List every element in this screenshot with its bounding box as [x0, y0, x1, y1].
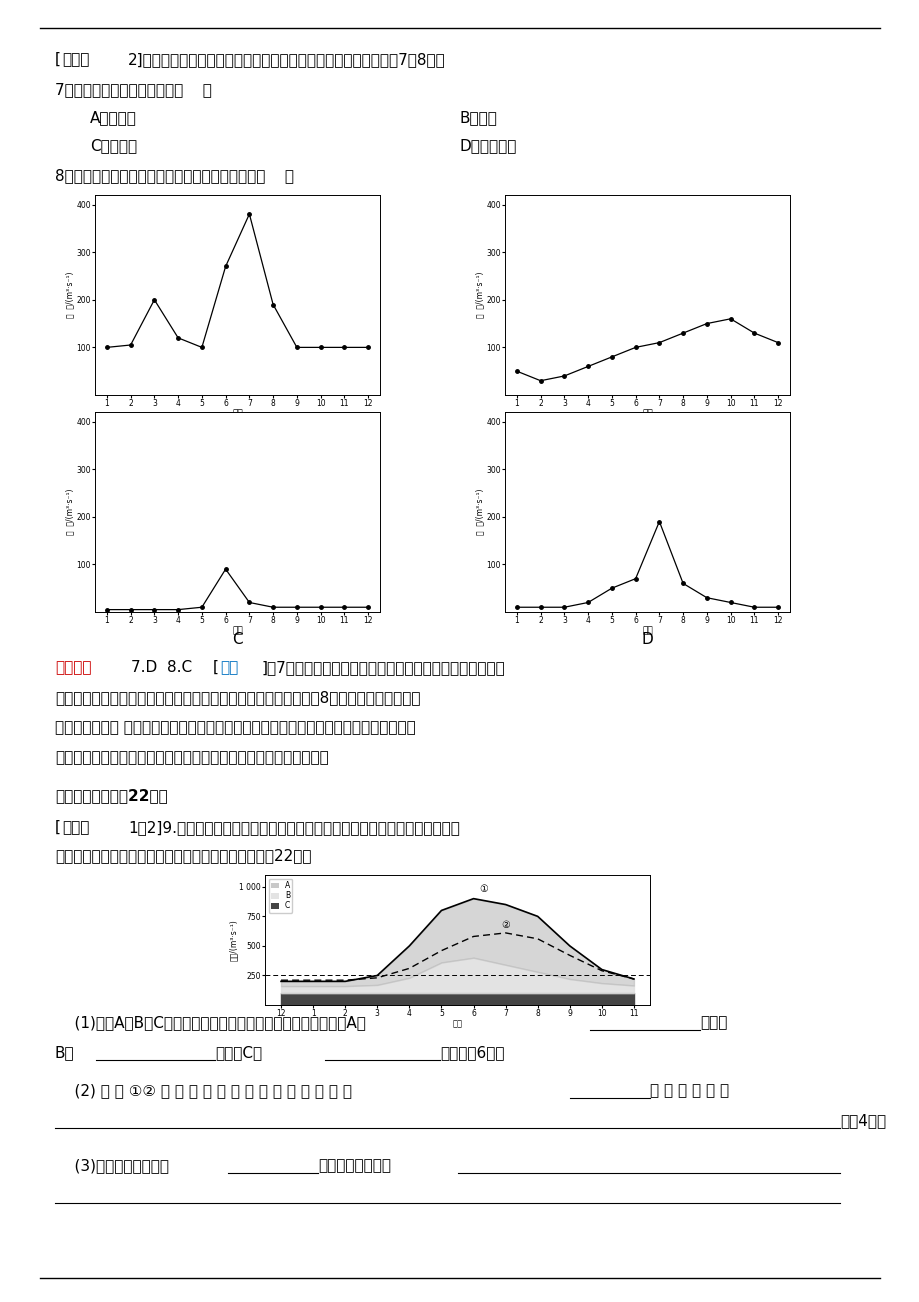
X-axis label: 月份: 月份 [641, 410, 652, 418]
Text: 为主要补给水源 冰雪融水的多少与气温密切相关，冬季气温低，冰雪很难融化，河流径流: 为主要补给水源 冰雪融水的多少与气温密切相关，冬季气温低，冰雪很难融化，河流径流 [55, 720, 415, 736]
X-axis label: 月份: 月份 [232, 626, 243, 635]
Y-axis label: 流  量/(m³·s⁻¹): 流 量/(m³·s⁻¹) [66, 488, 74, 535]
Text: 的该河两条全年流量曲线图。读图，完成下列问题。（22分）: 的该河两条全年流量曲线图。读图，完成下列问题。（22分） [55, 848, 312, 863]
Y-axis label: 流  量/(m³·s⁻¹): 流 量/(m³·s⁻¹) [66, 272, 74, 318]
Text: 7．和田河的主要补给形式是（    ）: 7．和田河的主要补给形式是（ ） [55, 82, 211, 98]
Text: 知识点: 知识点 [62, 52, 89, 66]
Text: C: C [232, 631, 242, 647]
Text: ①: ① [478, 884, 487, 894]
Text: A: A [232, 415, 242, 430]
Text: (3)这条河流位于我国: (3)这条河流位于我国 [55, 1157, 169, 1173]
Text: 知识点: 知识点 [62, 820, 89, 835]
Text: 解析: 解析 [220, 660, 238, 674]
Text: D: D [641, 631, 652, 647]
Text: B: B [641, 415, 652, 430]
Text: 补给，: 补给， [699, 1016, 727, 1030]
Text: 8．下面四幅图中，与和田河径流变化最相近的是（    ）: 8．下面四幅图中，与和田河径流变化最相近的是（ ） [55, 168, 294, 184]
Text: 补给，C是: 补给，C是 [215, 1046, 262, 1060]
Legend: A, B, C: A, B, C [268, 879, 292, 913]
Text: 量很小，甚至断流；夏季气温高，冰雪融水量大，河流径流量较大。: 量很小，甚至断流；夏季气温高，冰雪融水量大，河流径流量较大。 [55, 750, 328, 766]
Text: [: [ [55, 820, 61, 835]
Text: 1、2]9.下图为我国东部某地区的一个水电站大坝下游某水文站在修坝前后测得: 1、2]9.下图为我国东部某地区的一个水电站大坝下游某水文站在修坝前后测得 [128, 820, 460, 835]
Text: A．湖泊水: A．湖泊水 [90, 109, 137, 125]
Text: 2]和田河发源于昆仑山脉北麓，流入塔克拉玛干沙漠。据此完成第7～8题。: 2]和田河发源于昆仑山脉北麓，流入塔克拉玛干沙漠。据此完成第7～8题。 [128, 52, 446, 66]
Text: 地区，判断理由是: 地区，判断理由是 [318, 1157, 391, 1173]
Text: C．地下水: C．地下水 [90, 138, 137, 154]
X-axis label: 月份: 月份 [232, 410, 243, 418]
Text: 【答案】: 【答案】 [55, 660, 91, 674]
Text: B．降水: B．降水 [460, 109, 497, 125]
Y-axis label: 流  量/(m³·s⁻¹): 流 量/(m³·s⁻¹) [475, 488, 484, 535]
Text: (1)图中A、B、C是这条河流的三种水源补给形式，据图判断：A是: (1)图中A、B、C是这条河流的三种水源补给形式，据图判断：A是 [55, 1016, 366, 1030]
Text: ， 判 断 理 由 是: ， 判 断 理 由 是 [650, 1083, 729, 1098]
Text: B是: B是 [55, 1046, 74, 1060]
X-axis label: 月份: 月份 [641, 626, 652, 635]
Text: 。（4分）: 。（4分） [839, 1113, 885, 1128]
Text: D．冰雪融水: D．冰雪融水 [460, 138, 516, 154]
Text: [: [ [55, 52, 61, 66]
Text: ]第7题，结合材料可知，和田河位于我国西北内陆地区，流: ]第7题，结合材料可知，和田河位于我国西北内陆地区，流 [262, 660, 505, 674]
Text: 二、非选择题（共22分）: 二、非选择题（共22分） [55, 788, 167, 803]
Text: 7.D  8.C: 7.D 8.C [130, 660, 201, 674]
Y-axis label: 流  量/(m³·s⁻¹): 流 量/(m³·s⁻¹) [475, 272, 484, 318]
Text: 域内降水稀少，该河流的水源主要来自昆仑山的高山冰雪融水。第8题，和田河以冰雪融水: 域内降水稀少，该河流的水源主要来自昆仑山的高山冰雪融水。第8题，和田河以冰雪融水 [55, 690, 420, 704]
Text: (2) 图 中 ①② 两 条 曲 线 ， 在 修 坝 前 测 到 是 曲 线: (2) 图 中 ①② 两 条 曲 线 ， 在 修 坝 前 测 到 是 曲 线 [55, 1083, 352, 1098]
Text: 补给。（6分）: 补给。（6分） [439, 1046, 504, 1060]
Text: ②: ② [501, 921, 509, 930]
X-axis label: 月份: 月份 [452, 1019, 462, 1029]
Y-axis label: 流量/(m³·s⁻¹): 流量/(m³·s⁻¹) [229, 919, 237, 961]
Text: [: [ [213, 660, 219, 674]
